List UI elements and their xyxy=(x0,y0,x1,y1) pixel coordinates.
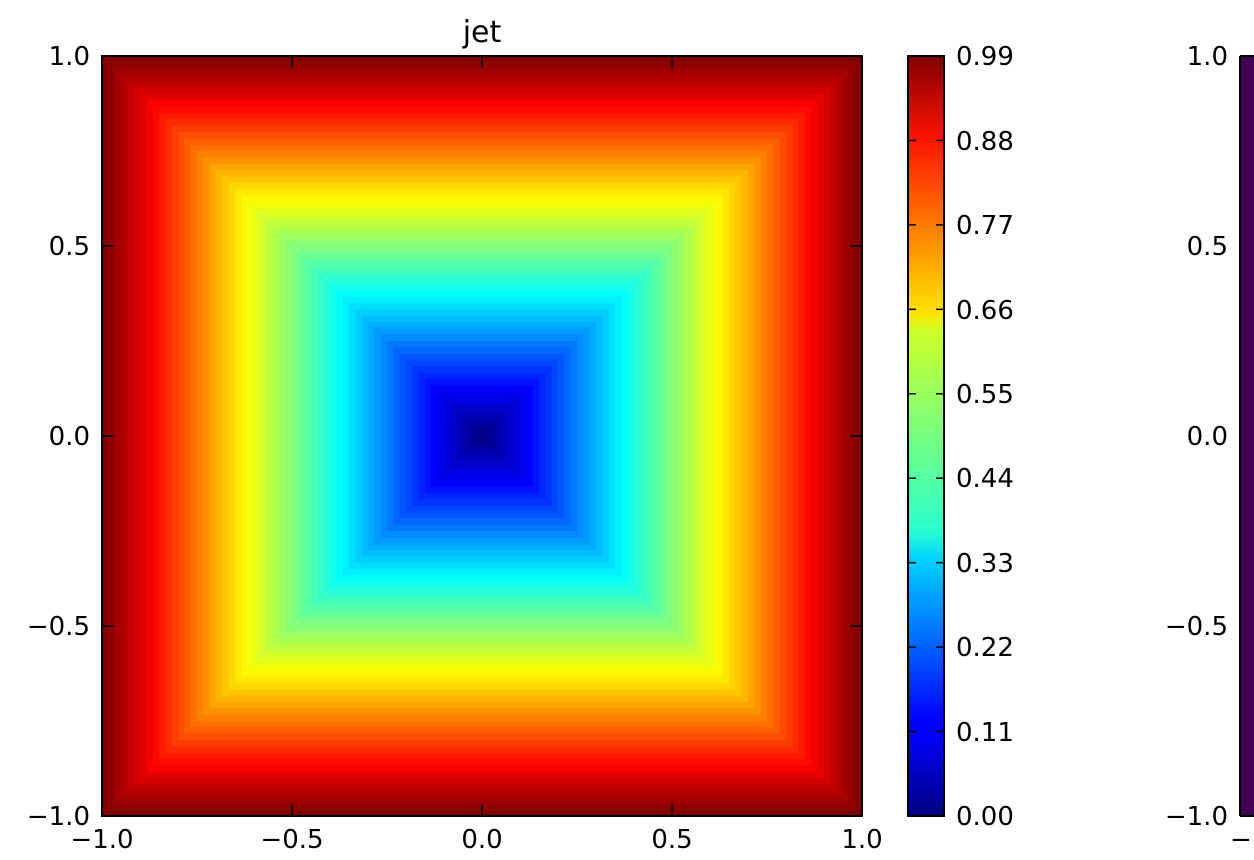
x-tick-label: −1. xyxy=(1230,825,1254,855)
y-tick-label: −0.5 xyxy=(1165,612,1228,642)
heatmap-level xyxy=(475,429,489,443)
panel-viridis-partial: −1.0 −0.5 0.0 0.5 1.0 −1. xyxy=(1165,42,1254,855)
colorbar-gradient xyxy=(907,55,945,817)
panel-jet: jet −1.0 −0.5 0.0 0.5 1.0 −1.0 −0.5 0.0 … xyxy=(27,15,883,855)
colorbar-tick-label: 0.99 xyxy=(956,42,1014,72)
heatmap-area xyxy=(102,56,862,816)
colorbar-tick-label: 0.22 xyxy=(956,633,1014,663)
colorbar-tick-label: 0.88 xyxy=(956,127,1014,157)
y-tick-label: 1.0 xyxy=(1187,42,1228,72)
x-tick-label: 1.0 xyxy=(841,825,882,855)
colorbar-tick-labels: 0.00 0.11 0.22 0.33 0.44 0.55 0.66 0.77 … xyxy=(956,42,1014,832)
colorbar-tick-label: 0.00 xyxy=(956,802,1014,832)
y-tick-label: 0.5 xyxy=(1187,232,1228,262)
colorbar-tick-label: 0.44 xyxy=(956,464,1014,494)
y-tick-label: −1.0 xyxy=(1165,802,1228,832)
colorbar-tick-label: 0.33 xyxy=(956,549,1014,579)
heatmap-area-partial xyxy=(1240,56,1254,816)
colorbar-tick-label: 0.11 xyxy=(956,718,1014,748)
colorbar-tick-label: 0.55 xyxy=(956,380,1014,410)
colorbar-ticks xyxy=(908,55,944,817)
y-tick-label: 0.0 xyxy=(49,422,90,452)
x-tick-label: 0.0 xyxy=(461,825,502,855)
y-tick-label: 0.0 xyxy=(1187,422,1228,452)
colorbar-tick-label: 0.77 xyxy=(956,211,1014,241)
colorbar-tick-label: 0.66 xyxy=(956,296,1014,326)
y-tick-label: −0.5 xyxy=(27,612,90,642)
colorbar: 0.00 0.11 0.22 0.33 0.44 0.55 0.66 0.77 … xyxy=(907,42,1014,832)
axis-ticks xyxy=(101,55,863,817)
x-tick-labels: −1.0 −0.5 0.0 0.5 1.0 xyxy=(70,825,882,855)
y-tick-label: 0.5 xyxy=(49,232,90,262)
y-tick-label: 1.0 xyxy=(49,42,90,72)
y-tick-label: −1.0 xyxy=(27,802,90,832)
x-tick-label: −0.5 xyxy=(260,825,323,855)
x-tick-label: 0.5 xyxy=(651,825,692,855)
chart-title: jet xyxy=(462,15,502,50)
y-tick-labels: −1.0 −0.5 0.0 0.5 1.0 xyxy=(1165,42,1228,832)
x-tick-label: −1.0 xyxy=(70,825,133,855)
y-tick-labels: −1.0 −0.5 0.0 0.5 1.0 xyxy=(27,42,90,832)
